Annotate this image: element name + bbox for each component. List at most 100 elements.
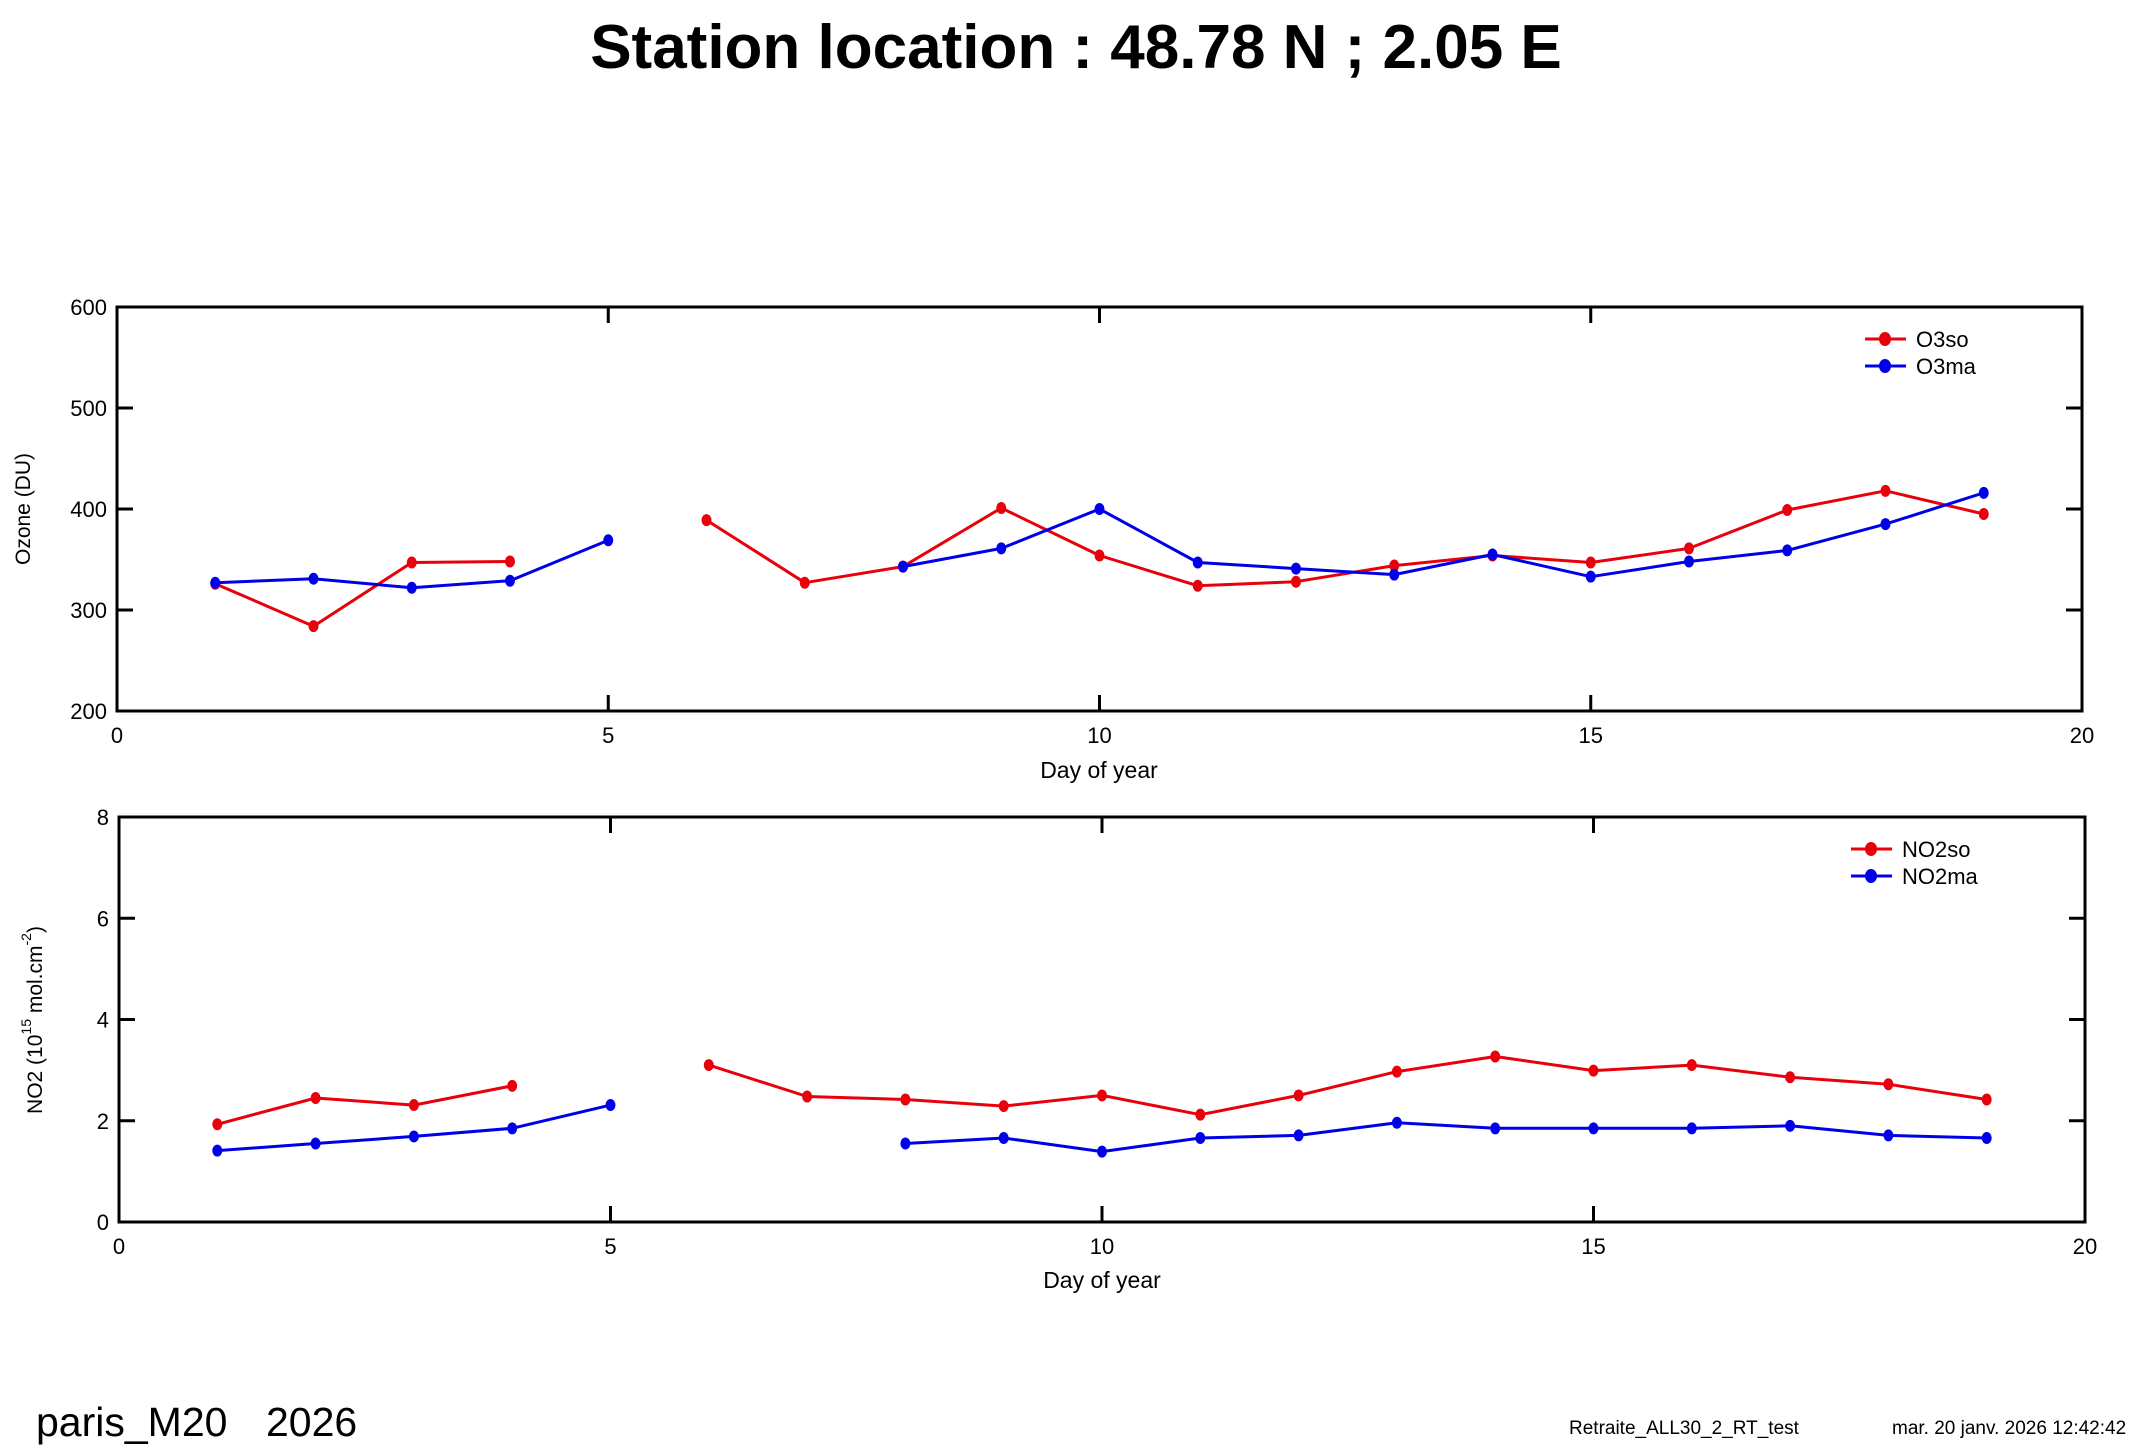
o3ma-data-point xyxy=(505,574,515,587)
o3so-data-point xyxy=(1291,575,1301,588)
o3ma-data-point xyxy=(1782,544,1793,557)
o3ma-data-point xyxy=(1880,518,1891,531)
no2-plot-frame xyxy=(117,815,2087,1224)
no2so-data-point xyxy=(703,1059,714,1072)
no2so-data-point xyxy=(1588,1064,1599,1077)
o3so-data-point xyxy=(1782,504,1793,517)
figure-title: Station location : 48.78 N ; 2.05 E xyxy=(590,13,1562,82)
o3ma-data-point xyxy=(1291,562,1301,575)
no2so-data-point xyxy=(1097,1089,1107,1102)
ozone-x-axis-label: Day of year xyxy=(1040,757,1158,783)
no2so-line-segment xyxy=(216,1084,513,1126)
no2ma-data-point xyxy=(605,1099,616,1112)
no2so-data-point xyxy=(1195,1108,1206,1121)
no2ma-data-point xyxy=(1195,1131,1206,1144)
legend-no2ma-marker xyxy=(1865,869,1877,883)
ozone-y-axis-label: Ozone (DU) xyxy=(12,453,35,565)
no2-ylabel-suffix: ) xyxy=(24,926,47,933)
o3ma-data-point xyxy=(996,542,1007,555)
o3ma-data-point xyxy=(1684,555,1694,568)
no2ma-data-point xyxy=(507,1122,518,1135)
no2so-data-point xyxy=(212,1118,223,1131)
o3so-data-point xyxy=(701,514,712,527)
ozone-y-tick-label: 300 xyxy=(70,598,107,623)
o3ma-data-point xyxy=(1487,548,1498,561)
no2so-data-point xyxy=(1785,1071,1796,1084)
o3so-line-segment xyxy=(214,560,511,628)
o3so-data-point xyxy=(799,576,810,589)
o3so-data-point xyxy=(308,620,319,633)
legend-o3ma-marker xyxy=(1879,359,1891,373)
no2ma-line-segment xyxy=(217,1103,611,1153)
o3ma-data-point xyxy=(1192,556,1203,569)
o3ma-data-point xyxy=(1094,503,1105,515)
no2ma-data-point xyxy=(310,1137,321,1150)
legend-o3so-label: O3so xyxy=(1916,327,1969,352)
no2ma-data-point xyxy=(1686,1122,1697,1135)
no2ma-data-point xyxy=(998,1131,1009,1144)
legend-o3so-marker xyxy=(1879,332,1891,346)
no2ma-data-point xyxy=(900,1137,911,1150)
o3ma-data-point xyxy=(1389,568,1400,581)
no2so-data-point xyxy=(507,1079,518,1092)
o3ma-data-point xyxy=(603,534,614,547)
o3so-data-point xyxy=(505,555,515,568)
no2-ylabel-mid: mol.cm xyxy=(24,946,47,1020)
no2ma-data-point xyxy=(1588,1122,1599,1135)
legend-no2so-label: NO2so xyxy=(1902,837,1970,862)
ozone-x-tick-label: 20 xyxy=(2070,723,2094,748)
o3ma-data-point xyxy=(406,581,417,594)
no2so-data-point xyxy=(802,1090,813,1103)
footer-timestamp: mar. 20 janv. 2026 12:42:42 xyxy=(1892,1418,2126,1439)
no2so-data-point xyxy=(1391,1065,1402,1078)
no2-y-axis-label: NO2 (1015 mol.cm-2) xyxy=(18,926,47,1114)
legend-no2so-marker xyxy=(1865,842,1877,856)
o3so-data-point xyxy=(1585,556,1596,569)
legend-no2ma-label: NO2ma xyxy=(1902,864,1979,889)
footer-station: paris_M20 xyxy=(36,1399,227,1445)
ozone-x-tick-label: 0 xyxy=(111,723,123,748)
no2-ylabel-prefix: NO2 (10 xyxy=(24,1035,47,1114)
no2so-data-point xyxy=(1293,1089,1304,1102)
no2so-data-point xyxy=(1686,1059,1697,1072)
o3ma-data-point xyxy=(1585,570,1596,583)
no2-y-tick-label: 2 xyxy=(97,1109,109,1134)
no2so-data-point xyxy=(1981,1093,1992,1106)
o3ma-data-point xyxy=(898,560,908,573)
o3so-data-point xyxy=(1978,508,1989,521)
no2-x-axis-label: Day of year xyxy=(1043,1267,1161,1293)
ozone-x-tick-label: 10 xyxy=(1087,723,1111,748)
no2ma-data-point xyxy=(1097,1145,1107,1158)
footer-year: 2026 xyxy=(266,1399,357,1445)
no2ma-line-segment xyxy=(905,1121,1987,1154)
no2ma-data-point xyxy=(1490,1122,1501,1135)
no2ma-data-point xyxy=(212,1144,223,1157)
no2so-data-point xyxy=(1490,1050,1501,1063)
no2ma-data-point xyxy=(1785,1119,1796,1132)
ozone-x-tick-label: 5 xyxy=(602,723,614,748)
o3ma-data-point xyxy=(1978,486,1989,499)
o3so-data-point xyxy=(1684,542,1694,555)
o3so-data-point xyxy=(1389,559,1400,572)
o3so-data-point xyxy=(1192,579,1203,592)
o3so-data-point xyxy=(1880,484,1891,497)
ozone-x-tick-label: 15 xyxy=(1579,723,1603,748)
o3so-data-point xyxy=(1094,549,1105,562)
o3so-data-point xyxy=(406,556,417,569)
no2-y-tick-label: 4 xyxy=(97,1008,109,1033)
no2ma-data-point xyxy=(1391,1116,1402,1129)
no2-x-tick-label: 10 xyxy=(1090,1234,1114,1259)
no2so-data-point xyxy=(998,1100,1009,1113)
no2ma-data-point xyxy=(1293,1129,1304,1142)
legend-o3ma-label: O3ma xyxy=(1916,354,1977,379)
no2-x-tick-label: 20 xyxy=(2073,1234,2097,1259)
footer-run-name: Retraite_ALL30_2_RT_test xyxy=(1569,1418,1800,1439)
no2so-line-segment xyxy=(708,1055,1987,1117)
no2-ylabel-exp2: -2 xyxy=(18,933,34,946)
ozone-y-tick-label: 600 xyxy=(70,295,107,320)
o3so-line-segment xyxy=(705,489,1985,588)
o3ma-data-point xyxy=(210,576,221,589)
no2-y-tick-label: 6 xyxy=(97,906,109,931)
